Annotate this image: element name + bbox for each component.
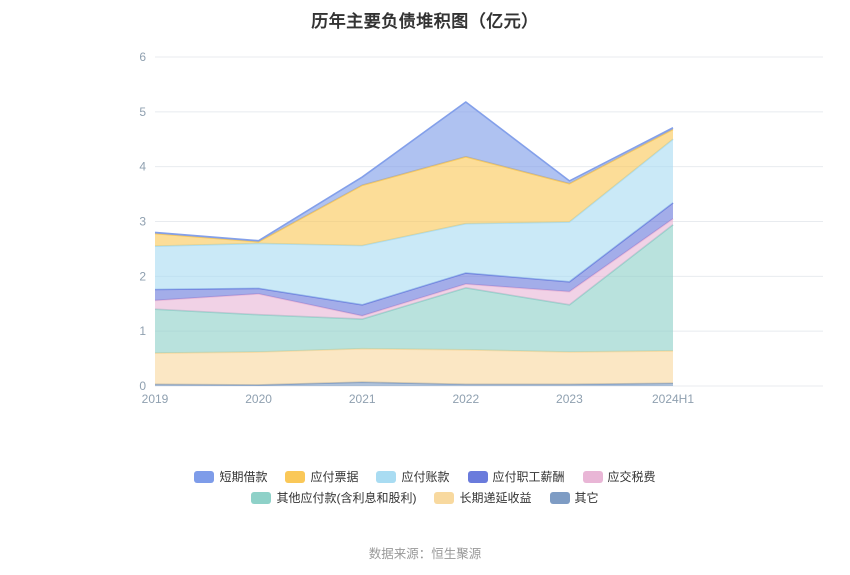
legend-label: 其他应付款(含利息和股利) (276, 491, 417, 505)
data-source-note: 数据来源：恒生聚源 (368, 547, 482, 561)
series-outline-短期借款 (154, 101, 674, 242)
stacked-area-plot: 0 1 2 3 4 5 6 2019 2020 2021 2022 2023 2024H1 (139, 50, 823, 406)
legend-label: 应付职工薪酬 (492, 470, 565, 484)
x-axis-label: 2023 (556, 392, 583, 406)
y-axis-label: 5 (139, 105, 146, 119)
area-series-其他应付款(含利息和股利) (155, 224, 673, 354)
legend-swatch (251, 492, 272, 504)
legend-label: 应交税费 (607, 470, 656, 484)
x-axis-label: 2022 (452, 392, 479, 406)
area-series-应付票据 (155, 129, 673, 247)
y-axis-label: 2 (139, 269, 146, 283)
y-axis-label: 1 (139, 324, 146, 338)
legend-item-应付职工薪酬[interactable]: 应付职工薪酬 (467, 470, 565, 484)
legend-item-其它[interactable]: 其它 (549, 491, 599, 505)
x-axis-label: 2020 (245, 392, 272, 406)
legend-item-其他应付款(含利息和股利)[interactable]: 其他应付款(含利息和股利) (251, 491, 416, 505)
legend-row-2: 其他应付款(含利息和股利) 长期递延收益 其它 (0, 491, 850, 505)
area-series-应付职工薪酬 (155, 202, 673, 316)
x-axis-label: 2021 (349, 392, 376, 406)
x-axis-label: 2019 (142, 392, 169, 406)
legend-swatch (376, 471, 397, 483)
x-axis-label: 2024H1 (652, 392, 694, 406)
y-axis-label: 6 (139, 50, 146, 64)
y-axis-label: 0 (139, 379, 146, 393)
legend-label: 长期递延收益 (459, 491, 532, 505)
legend-item-长期递延收益[interactable]: 长期递延收益 (434, 491, 532, 505)
legend-swatch (434, 492, 455, 504)
chart-title: 历年主要负债堆积图（亿元） (311, 12, 539, 31)
legend-swatch (582, 471, 603, 483)
area-series-长期递延收益 (155, 348, 673, 385)
legend-item-应付票据[interactable]: 应付票据 (285, 470, 358, 484)
legend-label: 应付票据 (310, 470, 359, 484)
legend-label: 其它 (574, 491, 599, 505)
legend-row-1: 短期借款 应付票据 应付账款 应付职工薪酬 应交税费 (0, 470, 850, 484)
legend-item-短期借款[interactable]: 短期借款 (194, 470, 267, 484)
legend-swatch (549, 492, 570, 504)
legend-swatch (467, 471, 488, 483)
legend-label: 应付账款 (401, 470, 450, 484)
legend-label: 短期借款 (219, 470, 268, 484)
area-series-应交税费 (155, 218, 673, 320)
legend-item-应付账款[interactable]: 应付账款 (376, 470, 450, 484)
legend-item-应交税费[interactable]: 应交税费 (582, 470, 656, 484)
legend: 短期借款 应付票据 应付账款 应付职工薪酬 应交税费其他应付款(含利息和股利) 长期递延收… (0, 470, 850, 512)
legend-swatch (285, 471, 306, 483)
y-axis-label: 4 (139, 160, 146, 174)
y-axis-label: 3 (139, 215, 146, 229)
area-series-应付账款 (155, 139, 673, 305)
legend-swatch (194, 471, 215, 483)
